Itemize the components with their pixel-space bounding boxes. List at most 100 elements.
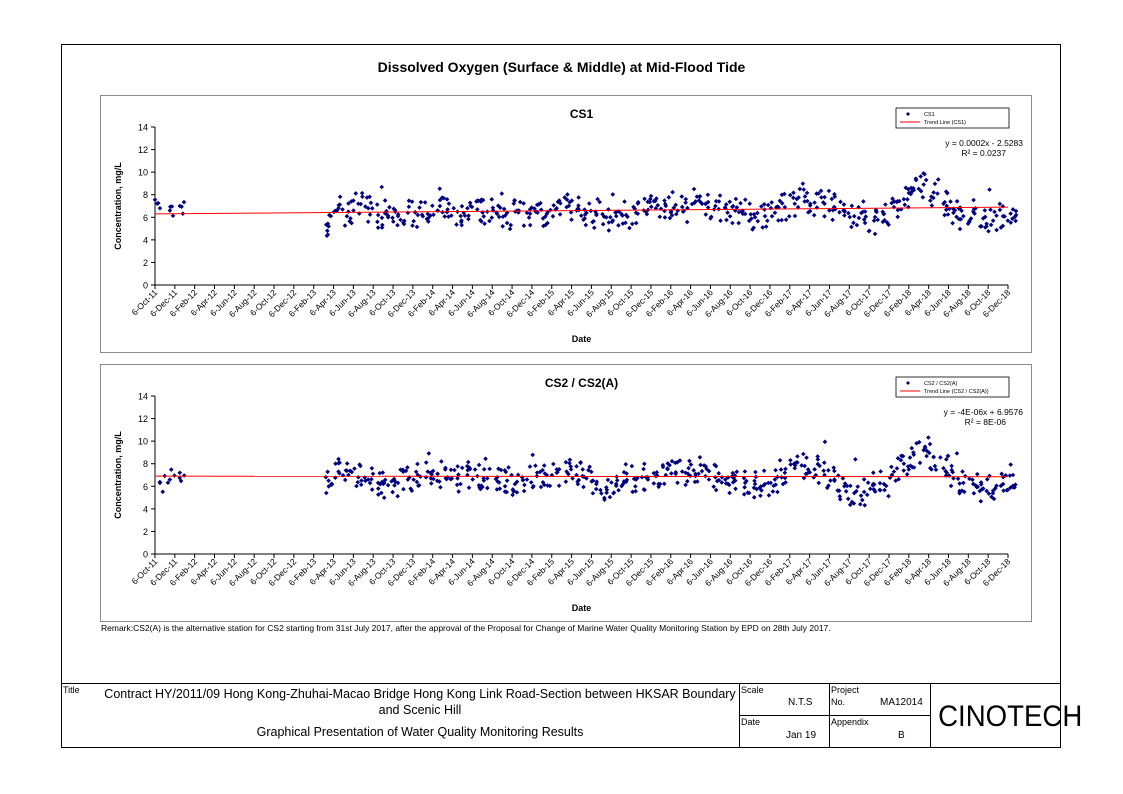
data-point [725,210,730,215]
data-point [478,486,483,492]
data-point [622,199,627,204]
data-point [962,473,968,479]
data-point [902,202,908,208]
data-point [801,451,806,457]
data-point [340,473,346,478]
data-point [521,223,527,228]
data-point [695,479,700,484]
data-point [476,462,482,468]
data-point [703,201,708,207]
data-point [954,451,960,456]
data-point [998,483,1004,489]
y-tick-label: 12 [138,145,148,155]
data-point [732,478,738,483]
data-point [172,473,177,478]
data-point [332,208,338,214]
data-point [959,208,964,214]
data-point [696,471,701,477]
data-point [504,478,510,483]
data-point [379,215,385,221]
data-point [848,483,853,489]
data-point [391,219,396,224]
data-point [541,463,547,468]
data-point [837,209,842,215]
data-point [606,220,612,225]
data-point [455,476,460,481]
data-point [1010,207,1016,212]
data-point [877,487,882,493]
data-point [699,201,705,207]
data-point [792,213,798,219]
data-point [815,461,821,467]
data-point [365,219,371,225]
data-point [425,211,431,217]
data-point [1008,462,1014,467]
data-point [167,208,173,213]
data-point [889,200,894,206]
data-point [719,480,725,485]
data-point [990,490,996,496]
data-point [896,198,902,204]
data-point [951,210,956,216]
data-point [395,213,401,219]
data-point [762,213,768,219]
data-point [692,200,697,206]
data-point [501,206,507,212]
data-point [716,471,722,476]
data-point [807,203,813,208]
y-tick-label: 14 [138,392,148,402]
legend-label: CS1 [924,112,935,118]
data-point [452,467,457,473]
data-point [468,203,473,209]
data-point [510,492,515,498]
data-point [557,212,563,217]
data-point [943,468,948,474]
data-point [181,473,187,478]
data-point [586,201,592,206]
data-point [978,480,984,485]
data-point [826,188,832,194]
data-point [791,190,796,196]
data-point [908,191,914,197]
data-point [703,464,708,469]
data-point [732,473,738,479]
data-point [673,202,679,208]
data-point [949,463,954,469]
data-point [526,215,532,220]
data-point [832,194,838,199]
data-point [375,212,381,218]
data-point [730,479,736,485]
data-point [921,182,926,187]
data-point [666,195,672,200]
data-point [591,225,597,231]
data-point [986,491,992,496]
data-point [576,477,582,483]
x-axis-label: Date [572,603,592,613]
data-point [415,461,420,467]
data-point [822,439,828,445]
data-point [882,487,887,493]
data-point [776,218,781,223]
trend-r-squared: R² = 0.0237 [961,148,1006,158]
data-point [847,214,853,220]
data-point [465,205,470,211]
data-point [967,476,972,482]
data-point [802,199,807,204]
data-point [999,471,1004,477]
data-point [527,464,533,469]
data-point [583,222,589,228]
data-point [414,224,420,230]
data-point [495,203,501,209]
data-point [506,465,511,470]
data-point [487,466,492,472]
data-series [157,435,1018,508]
legend-box [895,376,1010,398]
data-point [600,221,606,227]
data-point [564,197,570,202]
data-point [994,213,999,218]
data-point [512,481,518,487]
data-point [881,211,887,217]
data-point [748,212,754,217]
data-point [382,477,388,483]
